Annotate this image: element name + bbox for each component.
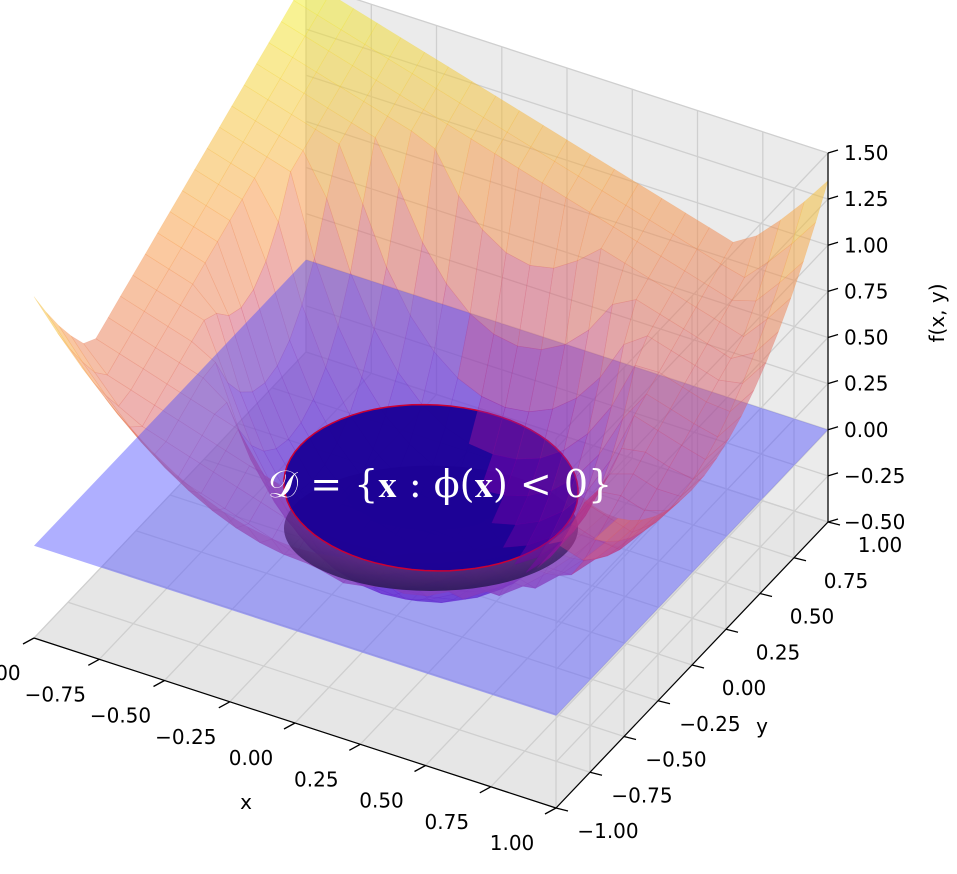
y-tick-mark (691, 664, 705, 669)
y-axis-line (555, 521, 829, 809)
x-tick-label: 0.00 (229, 746, 274, 770)
z-tick-label: 1.00 (844, 233, 889, 257)
x-tick-label: 0.50 (359, 789, 404, 813)
z-tick-label: 0.50 (844, 326, 889, 350)
z-tick-label: −0.25 (844, 464, 905, 488)
z-tick-mark (827, 472, 839, 477)
x-tick-mark (479, 786, 492, 794)
x-tick-mark (283, 722, 296, 730)
surface-patch (692, 438, 730, 480)
x-tick-mark (22, 637, 35, 645)
y-tick-label: −1.00 (577, 819, 638, 843)
y-tick-mark (623, 735, 637, 741)
z-tick-mark (827, 518, 839, 523)
z-tick-mark (827, 287, 839, 293)
z-tick-label: 1.25 (844, 187, 889, 211)
surface-patch (754, 297, 792, 353)
z-tick-mark (827, 333, 839, 339)
z-tick-mark (827, 379, 839, 385)
surface-patch (742, 331, 779, 384)
z-tick-label: 1.50 (844, 141, 889, 165)
y-tick-label: 0.25 (756, 640, 801, 664)
z-tick-label: 0.00 (844, 418, 889, 442)
x-tick-label: 1.00 (490, 831, 535, 855)
y-axis-label: y (756, 714, 768, 738)
x-axis-line (33, 637, 557, 809)
z-tick-mark (827, 241, 839, 246)
axes: −1.00−0.75−0.50−0.250.000.250.500.751.00… (0, 141, 905, 855)
surface-patch (717, 390, 755, 438)
y-tick-label: −0.25 (679, 712, 740, 736)
surface-patch (766, 260, 804, 320)
y-tick-label: 0.75 (824, 569, 869, 593)
y-tick-mark (555, 807, 569, 812)
y-tick-mark (725, 628, 739, 633)
x-tick-label: 0.75 (425, 810, 470, 834)
y-tick-label: 1.00 (858, 533, 903, 557)
y-tick-mark (589, 771, 603, 776)
domain-annotation: 𝒟 = {𝐱 : ϕ(𝐱) < 0} (268, 462, 612, 506)
z-tick-label: −0.50 (844, 510, 905, 534)
y-tick-mark (827, 521, 841, 526)
z-tick-label: 0.25 (844, 372, 889, 396)
x-tick-mark (153, 679, 165, 688)
x-tick-mark (218, 701, 231, 709)
z-tick-mark (827, 195, 839, 200)
surface-patch (668, 475, 705, 512)
z-tick-mark (827, 426, 839, 431)
x-tick-mark (414, 764, 426, 773)
surface-patch (293, 0, 327, 16)
z-tick-mark (827, 149, 839, 154)
x-tick-label: −0.75 (25, 682, 86, 706)
x-tick-mark (87, 658, 100, 666)
x-tick-mark (348, 743, 361, 751)
surface-front (411, 51, 829, 576)
x-tick-label: 0.25 (294, 767, 339, 791)
surface-patch (778, 221, 817, 284)
x-axis-label: x (240, 790, 252, 814)
x-tick-label: −1.00 (0, 661, 21, 685)
z-axis-label: f(x, y) (925, 283, 949, 342)
x-tick-mark (544, 807, 557, 815)
y-tick-label: 0.00 (722, 676, 767, 700)
y-tick-label: −0.75 (611, 783, 672, 807)
x-tick-label: −0.50 (90, 704, 151, 728)
y-tick-mark (793, 557, 807, 562)
y-tick-label: −0.50 (645, 748, 706, 772)
y-tick-label: 0.50 (790, 605, 835, 629)
z-tick-label: 0.75 (844, 279, 889, 303)
surface-patch (593, 517, 631, 542)
y-tick-mark (657, 700, 671, 705)
surface-patch (46, 312, 83, 363)
x-tick-label: −0.25 (155, 725, 216, 749)
y-tick-mark (759, 592, 773, 598)
surface-patch (33, 296, 71, 350)
surface-patch (729, 362, 767, 412)
